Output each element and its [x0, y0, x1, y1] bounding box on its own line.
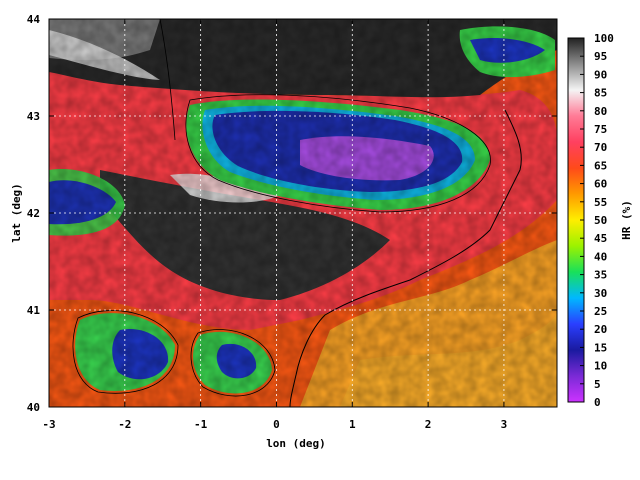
x-tick-label: 0 — [273, 418, 280, 431]
x-tick-label: 1 — [349, 418, 356, 431]
y-tick-label: 43 — [27, 110, 40, 123]
colorbar-title: HR (%) — [620, 200, 633, 240]
colorbar-tick-label: 35 — [594, 269, 607, 282]
x-tick-label: -1 — [194, 418, 208, 431]
colorbar-tick-label: 25 — [594, 305, 607, 318]
x-tick-label: 3 — [501, 418, 508, 431]
colorbar-tick-label: 95 — [594, 50, 607, 63]
y-tick-label: 41 — [27, 304, 41, 317]
coastline — [289, 109, 522, 407]
colorbar-tick-label: 100 — [594, 32, 614, 45]
y-tick-label: 42 — [27, 207, 40, 220]
colorbar-tick-label: 75 — [594, 123, 607, 136]
colorbar-tick-label: 40 — [594, 250, 607, 263]
colorbar-tick-label: 80 — [594, 105, 607, 118]
colorbar-tick-label: 90 — [594, 68, 607, 81]
contour-line — [159, 19, 176, 141]
field-texture — [49, 19, 557, 407]
colorbar-tick-label: 10 — [594, 360, 607, 373]
x-axis-title: lon (deg) — [266, 437, 326, 450]
y-tick-label: 44 — [27, 13, 41, 26]
colorbar-tick-label: 55 — [594, 196, 607, 209]
colorbar-ticks: 0 5 10 15 20 25 30 35 40 45 50 55 60 65 70 75 80 85 90 95 10… — [580, 32, 614, 409]
contour-line — [72, 310, 179, 394]
colorbar-tick-label: 60 — [594, 178, 607, 191]
colorbar-tick-label: 5 — [594, 378, 601, 391]
colorbar-tick-label: 85 — [594, 87, 607, 100]
colorbar-tick-label: 15 — [594, 341, 607, 354]
colorbar-tick-label: 0 — [594, 396, 601, 409]
colorbar-tick-label: 20 — [594, 323, 607, 336]
map-field — [49, 19, 557, 407]
x-tick-label: 2 — [425, 418, 432, 431]
colorbar-tick-label: 45 — [594, 232, 607, 245]
x-tick-label: -3 — [42, 418, 55, 431]
y-axis-ticks: 40 41 42 43 44 — [27, 13, 557, 414]
x-tick-label: -2 — [118, 418, 131, 431]
contour-line — [190, 329, 276, 397]
y-axis-title: lat (deg) — [10, 183, 23, 243]
colorbar-tick-label: 65 — [594, 159, 607, 172]
x-axis-ticks: -3 -2 -1 0 1 2 3 — [42, 19, 507, 431]
colorbar-tick-label: 70 — [594, 141, 607, 154]
colorbar-tick-label: 30 — [594, 287, 607, 300]
colorbar-tick-label: 50 — [594, 214, 607, 227]
contour-line — [185, 94, 491, 213]
y-tick-label: 40 — [27, 401, 40, 414]
